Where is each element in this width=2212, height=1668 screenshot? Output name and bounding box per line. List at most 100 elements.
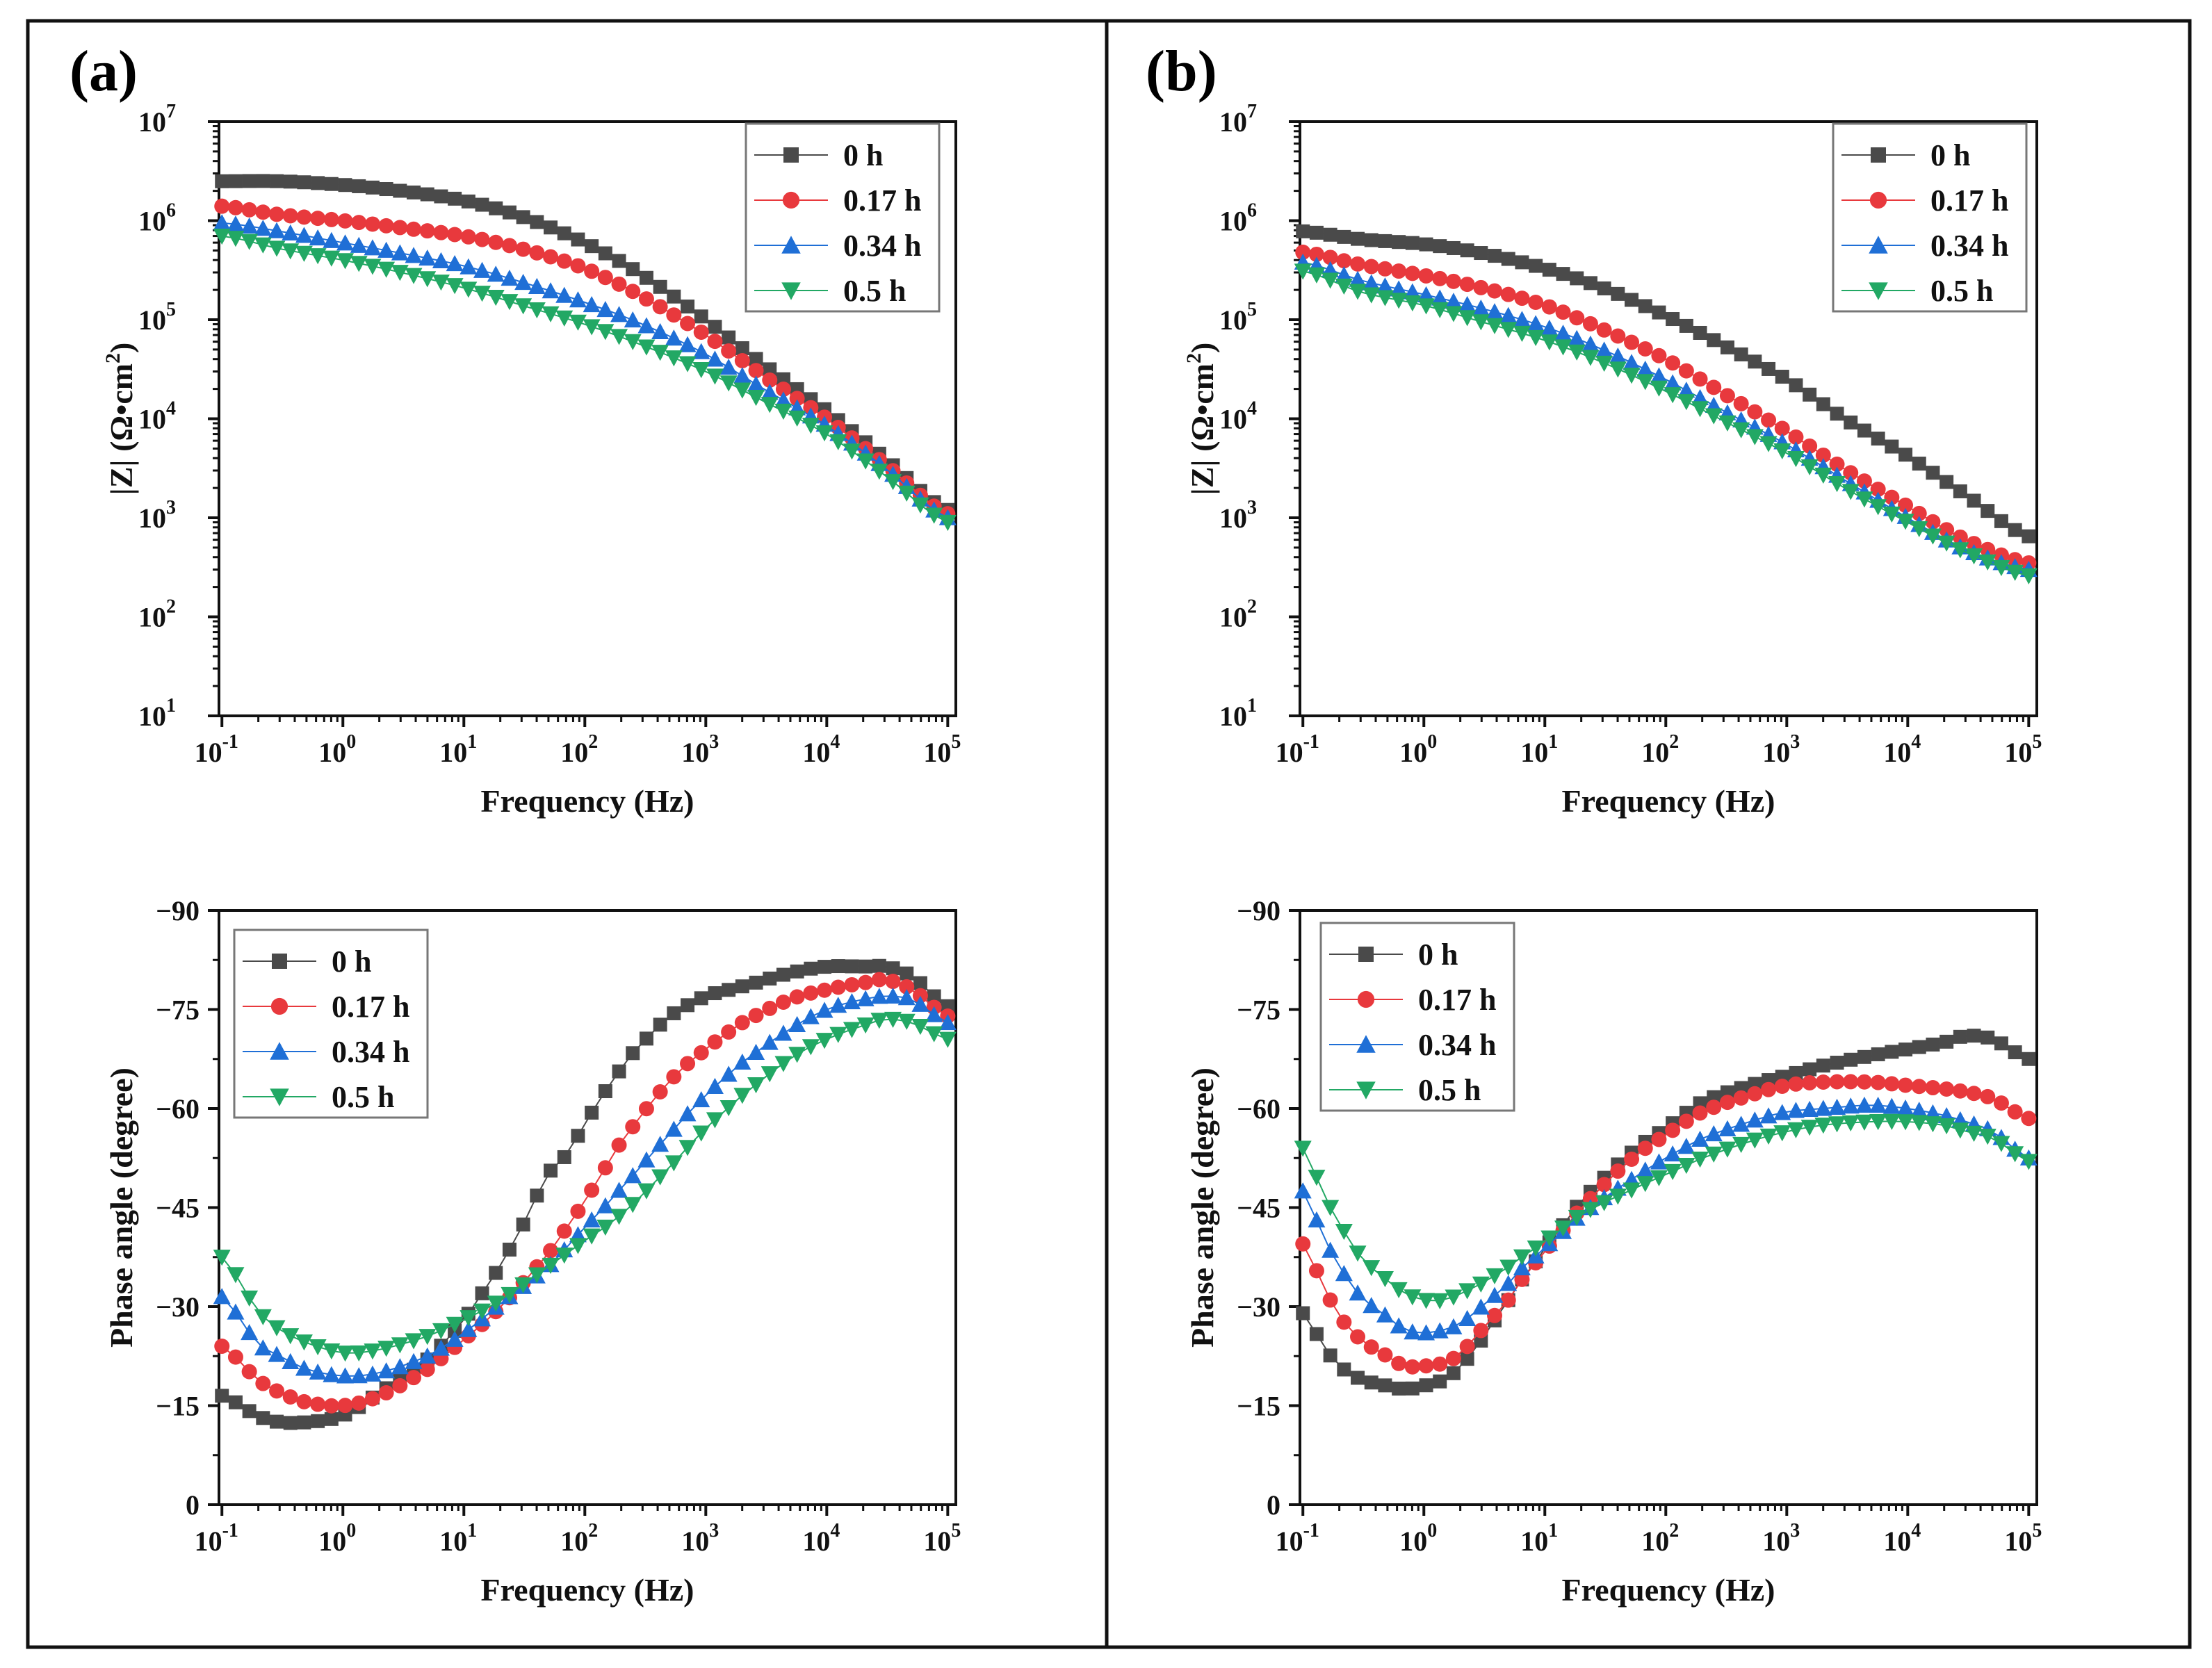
data-point	[1581, 1202, 1600, 1218]
data-point	[1800, 1100, 1819, 1117]
data-point	[843, 1022, 861, 1038]
data-point	[557, 1150, 571, 1164]
data-point	[584, 263, 600, 279]
data-point	[1404, 1289, 1422, 1306]
data-point	[377, 261, 396, 278]
data-point	[678, 336, 697, 352]
data-point	[1295, 1236, 1311, 1252]
data-point	[309, 229, 327, 246]
data-point	[733, 382, 751, 399]
data-point	[556, 253, 572, 269]
data-point	[283, 1416, 298, 1430]
data-point	[1321, 272, 1340, 289]
data-point	[391, 244, 409, 261]
legend-label: 0.34 h	[332, 1035, 409, 1069]
data-point	[213, 1288, 231, 1305]
legend-marker	[1869, 191, 1887, 209]
data-point	[626, 1046, 640, 1061]
data-point	[1540, 319, 1559, 336]
series-0-5-h	[1294, 1113, 2038, 1309]
data-point	[516, 1217, 530, 1232]
data-point	[1473, 279, 1489, 295]
data-point	[651, 322, 669, 340]
x-tick-label: 105	[2004, 1520, 2042, 1557]
legend-label: 0.34 h	[1930, 229, 2008, 263]
data-point	[1965, 548, 1983, 565]
data-point	[1363, 287, 1381, 304]
data-point	[1939, 522, 1955, 538]
data-point	[1884, 489, 1900, 505]
data-point	[1486, 303, 1504, 320]
y-tick-label: 102	[1219, 596, 1257, 633]
data-point	[925, 1006, 943, 1022]
data-point	[747, 1043, 765, 1060]
y-tick-exponent: 5	[166, 299, 176, 320]
data-point	[1869, 1114, 1887, 1131]
data-point	[336, 1367, 355, 1384]
data-point	[1351, 1371, 1365, 1385]
legend-marker	[782, 191, 800, 209]
legend: 0 h 0.17 h 0.34 h 0.5 h	[745, 122, 941, 313]
x-tick-exponent: -1	[222, 1520, 238, 1542]
data-point	[2019, 1154, 2038, 1170]
data-point	[501, 1286, 519, 1303]
data-point	[1855, 1096, 1873, 1113]
data-point	[241, 234, 259, 250]
data-point	[1638, 299, 1652, 313]
y-axis-title: |Z| (Ω•cm2)	[1182, 343, 1220, 496]
data-point	[1514, 291, 1530, 306]
x-tick-exponent: 0	[1427, 1520, 1437, 1542]
legend-label: 0.5 h	[1418, 1073, 1481, 1107]
data-point	[1718, 1120, 1737, 1137]
data-point	[707, 1034, 723, 1050]
data-point	[446, 278, 464, 295]
data-point	[473, 286, 491, 302]
series-0-17-h	[1295, 244, 2037, 571]
legend-label: 0.34 h	[843, 229, 921, 263]
data-point	[1377, 261, 1393, 277]
data-point	[1637, 341, 1653, 357]
data-point	[1417, 286, 1436, 303]
data-point	[282, 1352, 300, 1369]
data-point	[501, 269, 519, 286]
data-point	[473, 261, 491, 278]
figure-frame	[26, 19, 2192, 1649]
data-point	[1650, 380, 1668, 397]
data-point	[1981, 1030, 1995, 1045]
x-tick-exponent: 4	[830, 731, 840, 753]
data-point	[1992, 559, 2010, 577]
y-tick-exponent: 1	[166, 695, 176, 717]
x-tick-base: 10	[1276, 1526, 1303, 1557]
data-point	[569, 291, 587, 308]
legend-label: 0.5 h	[843, 274, 906, 308]
data-point	[1910, 521, 1928, 538]
data-point	[789, 391, 805, 407]
data-point	[856, 1017, 875, 1034]
y-tick-label: 104	[1219, 398, 1257, 435]
data-point	[1459, 277, 1475, 293]
data-point	[680, 1056, 696, 1072]
data-point	[1857, 423, 1871, 438]
data-point	[528, 1267, 546, 1284]
x-tick-base: 10	[560, 737, 588, 768]
data-point	[461, 194, 475, 208]
data-point	[1677, 1157, 1695, 1175]
y-tick-base: 10	[138, 602, 166, 633]
data-point	[692, 1091, 710, 1108]
data-point	[1762, 361, 1776, 376]
data-point	[1583, 276, 1597, 291]
data-point	[694, 991, 708, 1006]
data-point	[1912, 1040, 1926, 1054]
x-tick-base: 10	[439, 737, 467, 768]
data-point	[489, 1266, 503, 1280]
data-point	[1363, 1297, 1381, 1314]
x-axis-title: Frequency (Hz)	[1561, 1572, 1775, 1608]
legend-label: 0.34 h	[1418, 1028, 1496, 1062]
data-point	[268, 1346, 286, 1362]
x-tick-base: 10	[1762, 737, 1790, 768]
data-point	[1665, 355, 1681, 371]
data-point	[282, 208, 298, 224]
x-axis-title: Frequency (Hz)	[1561, 783, 1775, 819]
data-point	[1404, 1323, 1422, 1340]
